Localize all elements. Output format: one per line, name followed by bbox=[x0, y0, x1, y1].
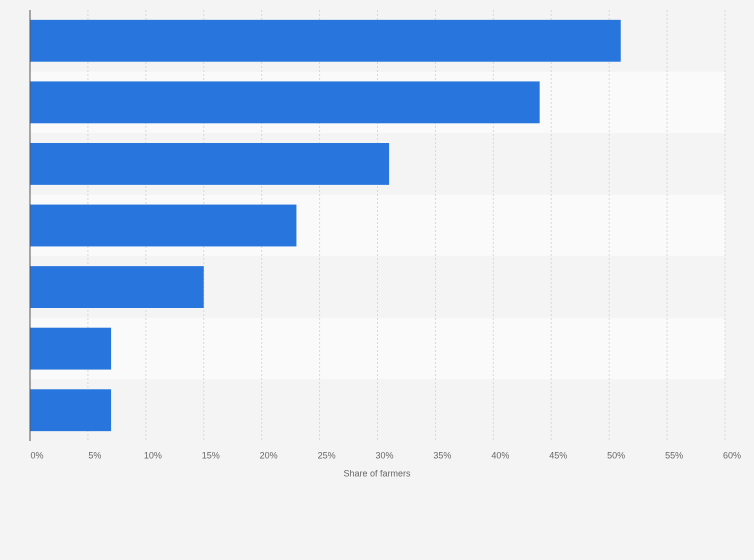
x-axis-title: Share of farmers bbox=[343, 468, 411, 478]
x-tick-label: 55% bbox=[665, 450, 683, 460]
bar bbox=[30, 142, 390, 185]
bar bbox=[30, 266, 204, 309]
bar bbox=[30, 19, 621, 62]
x-tick-label: 50% bbox=[607, 450, 625, 460]
x-tick-label: 20% bbox=[260, 450, 278, 460]
bar bbox=[30, 81, 540, 124]
x-tick-label: 35% bbox=[433, 450, 451, 460]
x-tick-label: 10% bbox=[144, 450, 162, 460]
x-tick-label: 45% bbox=[549, 450, 567, 460]
x-tick-label: 5% bbox=[88, 450, 101, 460]
bar bbox=[30, 204, 297, 247]
x-tick-label: 60% bbox=[723, 450, 741, 460]
x-tick-label: 25% bbox=[318, 450, 336, 460]
bar bbox=[30, 389, 112, 432]
x-tick-label: 15% bbox=[202, 450, 220, 460]
x-tick-label: 30% bbox=[375, 450, 393, 460]
row-band bbox=[30, 317, 725, 380]
x-tick-label: 0% bbox=[30, 450, 43, 460]
bar bbox=[30, 327, 112, 370]
x-tick-label: 40% bbox=[491, 450, 509, 460]
